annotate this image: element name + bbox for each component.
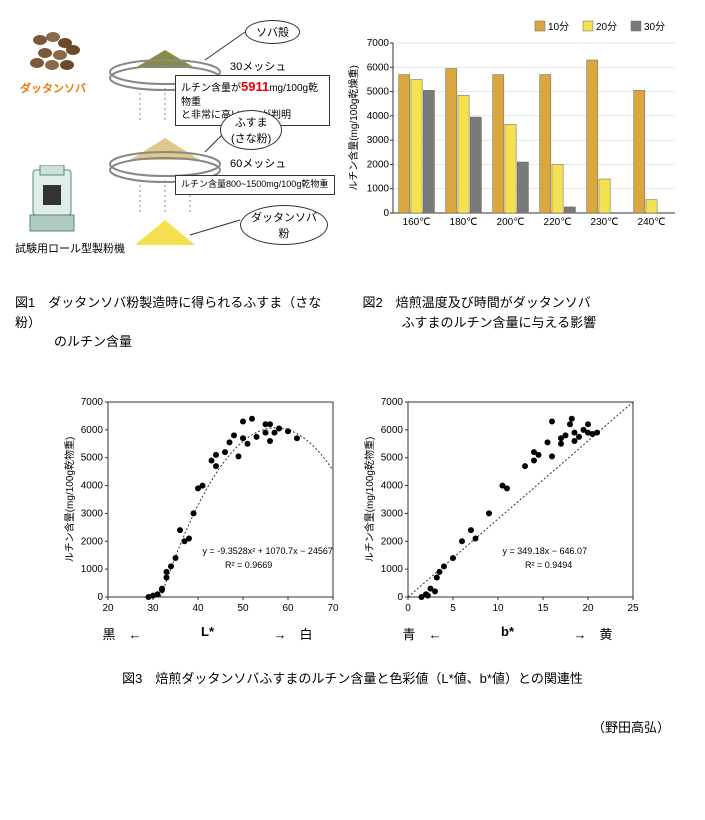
svg-text:1000: 1000 [80,564,103,575]
mesh60-label: 60メッシュ [230,155,286,171]
svg-text:5000: 5000 [367,87,390,98]
svg-text:40: 40 [192,603,204,614]
svg-text:y = 349.18x − 646.07: y = 349.18x − 646.07 [502,546,587,556]
svg-text:7000: 7000 [80,397,103,408]
svg-text:20: 20 [102,603,114,614]
svg-text:3000: 3000 [380,508,403,519]
svg-text:25: 25 [627,603,639,614]
svg-text:240℃: 240℃ [638,217,666,228]
svg-text:5: 5 [450,603,456,614]
svg-text:220℃: 220℃ [544,217,572,228]
bran-label-bubble: ふすま (さな粉) [220,110,282,150]
svg-text:5000: 5000 [380,452,403,463]
note1-value: 5911 [241,79,269,94]
svg-text:10分: 10分 [548,21,569,33]
bran-sublabel: (さな粉) [231,133,271,145]
fig3b-xlabel-center: b* [501,624,514,643]
svg-text:160℃: 160℃ [403,217,431,228]
svg-text:30: 30 [147,603,159,614]
svg-text:200℃: 200℃ [497,217,525,228]
husk-label-bubble: ソバ殻 [245,20,300,44]
svg-text:4000: 4000 [367,111,390,122]
svg-text:1000: 1000 [367,184,390,195]
svg-text:6000: 6000 [80,424,103,435]
svg-text:ルチン含量(mg/100g乾物重): ルチン含量(mg/100g乾物重) [363,436,376,562]
author-name: （野田高弘） [15,717,690,736]
svg-text:50: 50 [237,603,249,614]
svg-text:y = -9.3528x² + 1070.7x − 2456: y = -9.3528x² + 1070.7x − 24567 [202,546,332,556]
svg-text:0: 0 [397,592,403,603]
svg-text:20分: 20分 [596,21,617,33]
svg-text:4000: 4000 [80,480,103,491]
svg-text:60: 60 [282,603,294,614]
fig3a-xlabel-center: L* [201,624,214,643]
svg-text:30分: 30分 [644,21,665,33]
fig3-scatter-plots: 0100020003000400050006000700020304050607… [15,392,690,643]
fig3-plot-a: 0 1000 2000 3000 4000 5000 6000 7000 20 30 40 50 60 7… [63,392,343,643]
svg-text:10: 10 [492,603,504,614]
mesh30-label: 30メッシュ [230,58,286,74]
svg-text:20: 20 [582,603,594,614]
fig3a-xlabel-left: 黒 ← [103,624,142,643]
svg-text:230℃: 230℃ [591,217,619,228]
fig3b-xlabel-right: → 黄 [573,624,612,643]
svg-text:6000: 6000 [380,424,403,435]
svg-text:15: 15 [537,603,549,614]
fig3b-xlabel-left: 青 ← [403,624,442,643]
svg-text:4000: 4000 [380,480,403,491]
svg-text:180℃: 180℃ [450,217,478,228]
note-box-2: ルチン含量800~1500mg/100g乾物重 [175,175,335,195]
svg-text:ルチン含量(mg/100g乾燥重): ルチン含量(mg/100g乾燥重) [347,65,360,191]
buckwheat-grain-image [25,25,85,75]
flour-sublabel: 粉 [279,228,290,240]
fig2-bar-chart: 0 1000 2000 3000 4000 5000 6000 7000 160℃ 180℃ 200… [345,15,685,275]
svg-text:2000: 2000 [80,536,103,547]
svg-text:1000: 1000 [380,564,403,575]
svg-text:2000: 2000 [380,536,403,547]
fig2-caption: 図2 焙煎温度及び時間がダッタンソバ ふすまのルチン含量に与える影響 [363,293,691,352]
bran-label: ふすま [235,117,268,129]
svg-text:0: 0 [405,603,411,614]
flour-label: ダッタンソバ [251,212,317,224]
svg-text:2000: 2000 [367,159,390,170]
svg-text:5000: 5000 [80,452,103,463]
fig3-caption: 図3 焙煎ダッタンソバふすまのルチン含量と色彩値（L*値、b*値）との関連性 [15,668,690,687]
svg-text:70: 70 [327,603,339,614]
fig3-plot-b: 0 1000 2000 3000 4000 5000 6000 7000 0 5 10 15 20 25 y… [363,392,643,643]
svg-text:7000: 7000 [380,397,403,408]
svg-text:R² = 0.9494: R² = 0.9494 [525,559,572,569]
svg-text:3000: 3000 [367,135,390,146]
grain-label: ダッタンソバ [20,80,86,96]
note1-prefix: ルチン含量が [181,83,241,94]
svg-text:0: 0 [97,592,103,603]
svg-text:R² = 0.9669: R² = 0.9669 [225,559,272,569]
svg-text:3000: 3000 [80,508,103,519]
fig1-diagram: ダッタンソバ 試験用ロール型製粉機 [15,15,335,275]
svg-text:7000: 7000 [367,38,390,49]
svg-text:6000: 6000 [367,62,390,73]
svg-text:0: 0 [383,208,389,219]
fig3a-xlabel-right: → 白 [273,624,312,643]
svg-text:ルチン含量(mg/100g乾物重): ルチン含量(mg/100g乾物重) [63,436,76,562]
roller-mill-image [25,165,80,235]
flour-label-bubble: ダッタンソバ 粉 [240,205,328,245]
fig1-caption: 図1 ダッタンソバ粉製造時に得られるふすま（さな粉） のルチン含量 [15,293,343,352]
